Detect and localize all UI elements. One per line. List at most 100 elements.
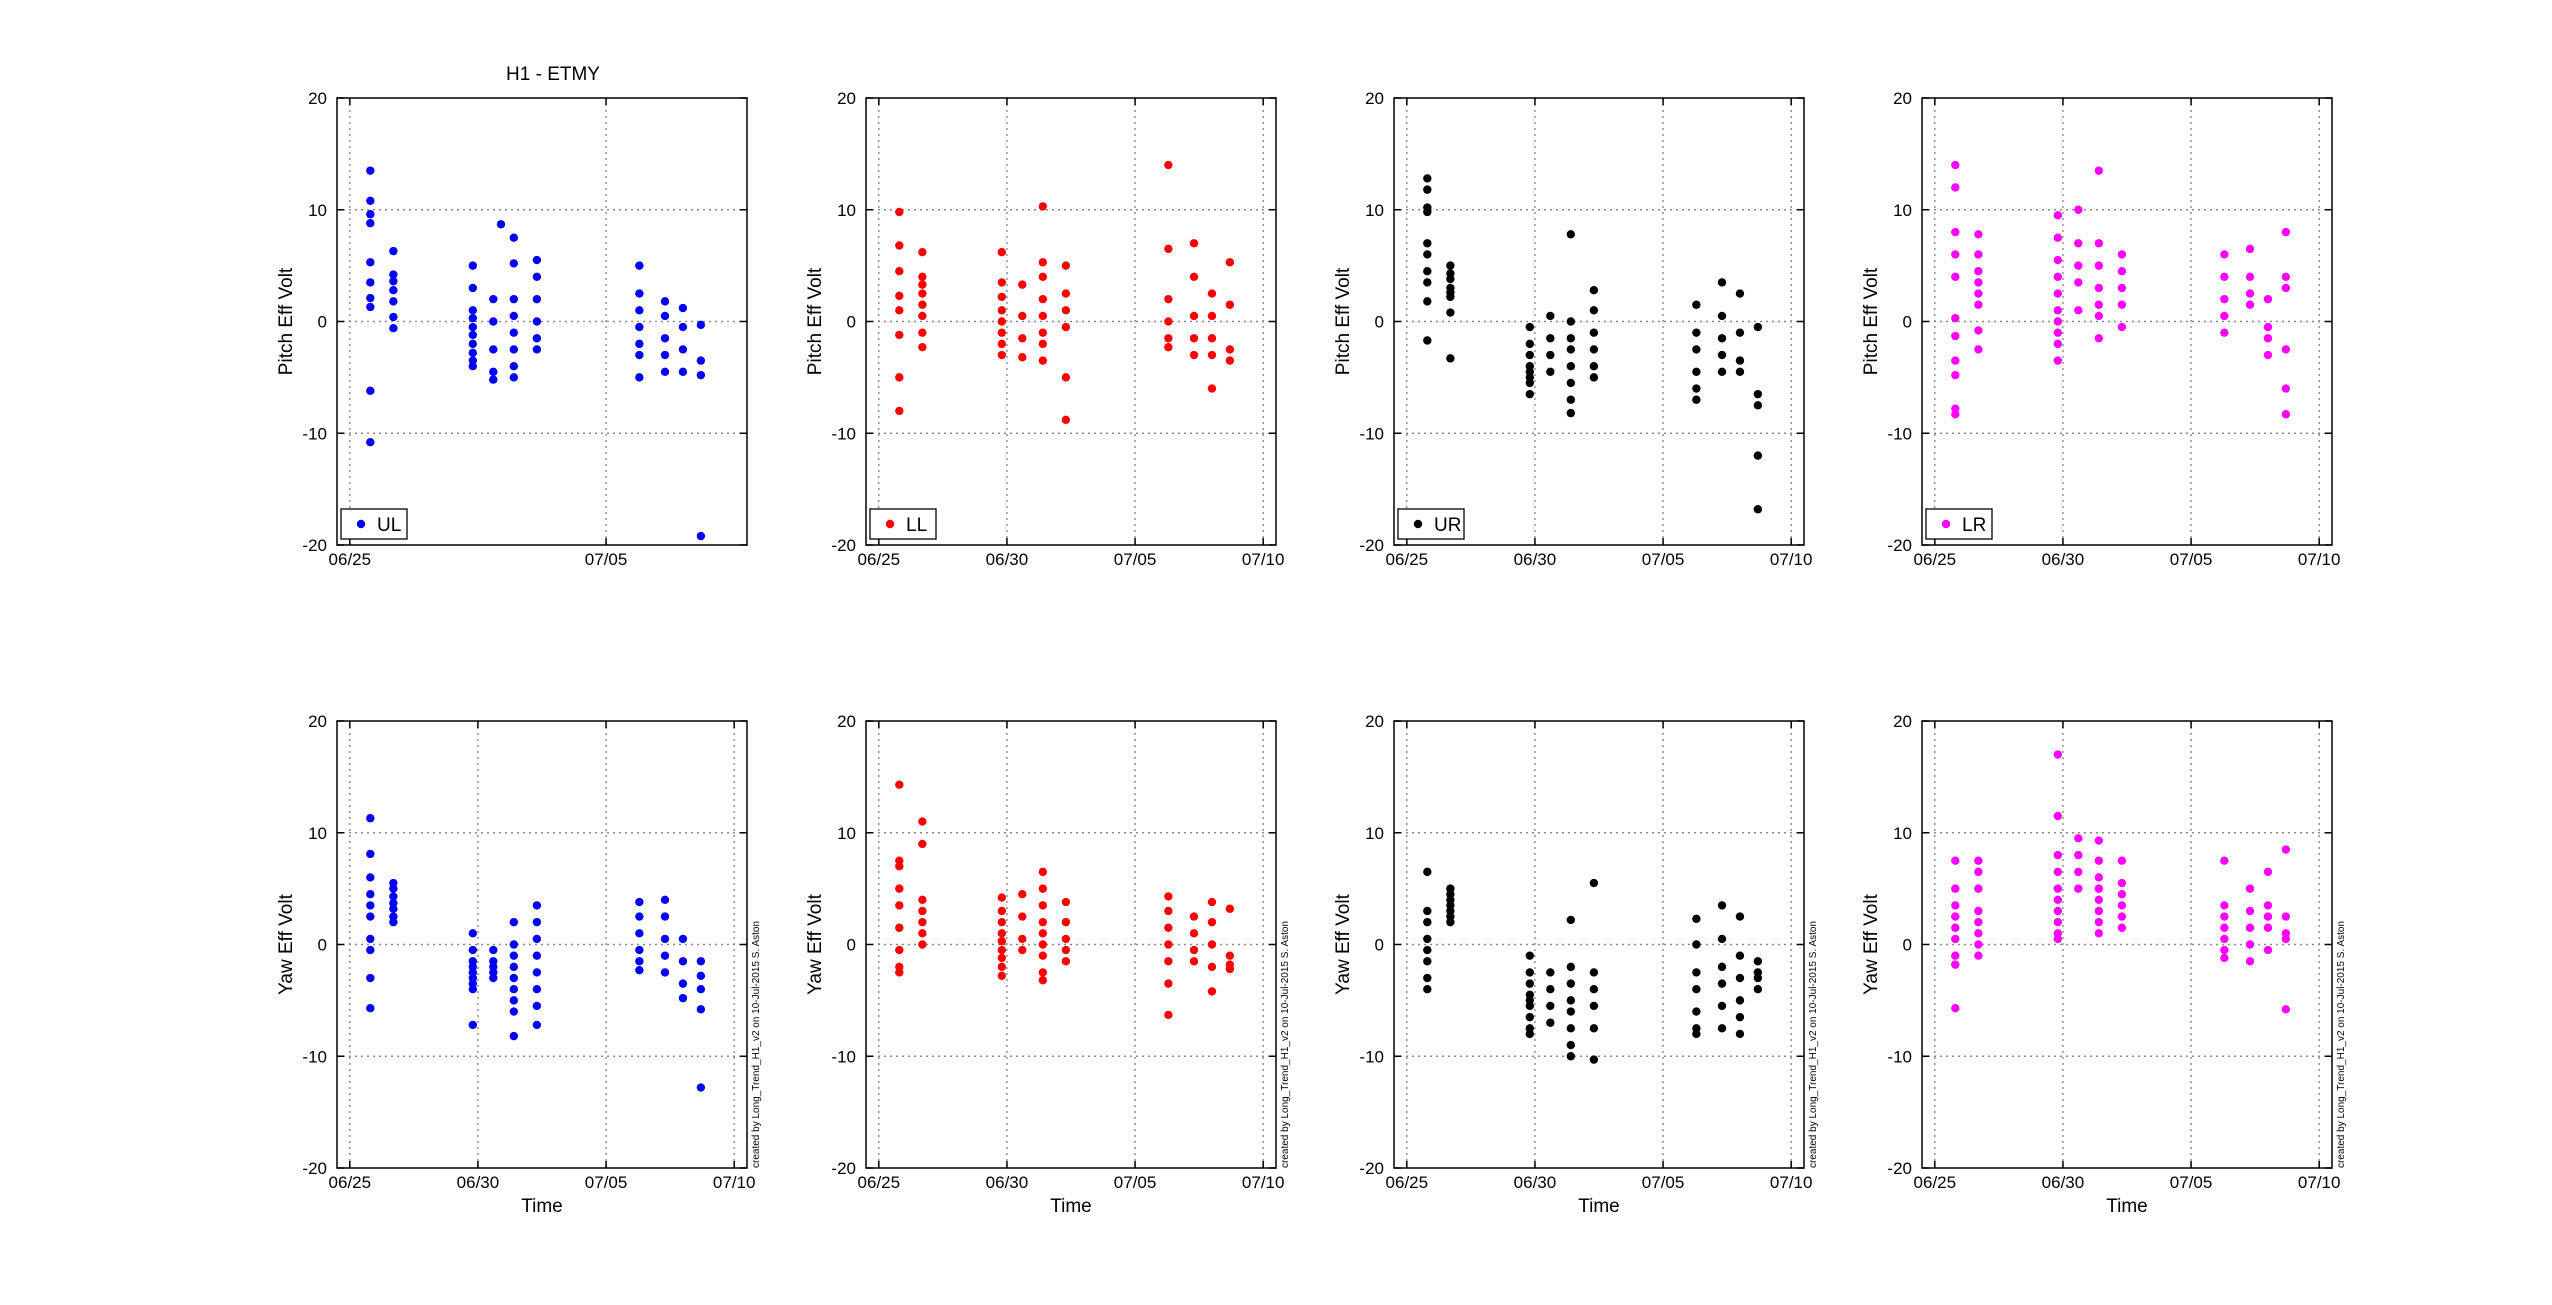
data-point	[1207, 987, 1217, 996]
data-point	[1735, 1012, 1745, 1022]
y-tick-label: 20	[308, 89, 327, 108]
x-tick-label: 06/25	[1386, 550, 1429, 569]
data-point	[2117, 250, 2127, 259]
data-point	[1566, 1052, 1576, 1061]
data-point	[660, 334, 670, 343]
data-point	[1207, 917, 1217, 927]
data-point	[1589, 345, 1599, 354]
legend-label: UR	[1434, 515, 1461, 536]
data-point	[2053, 317, 2063, 326]
data-point	[2094, 300, 2104, 309]
data-point	[1735, 356, 1745, 365]
data-point	[366, 912, 375, 921]
data-point	[1423, 985, 1432, 994]
data-point	[1038, 356, 1048, 365]
y-tick-label: 20	[1893, 89, 1912, 108]
data-point	[635, 957, 644, 966]
data-point	[635, 929, 644, 938]
data-point	[2263, 350, 2273, 360]
data-point	[1018, 334, 1027, 343]
data-point	[1692, 345, 1701, 354]
data-point	[1423, 867, 1432, 877]
data-point	[1189, 334, 1199, 343]
data-point	[1164, 1010, 1173, 1020]
data-point	[1423, 267, 1432, 276]
data-point	[1018, 912, 1027, 921]
data-point	[1423, 278, 1432, 287]
data-point	[635, 912, 644, 921]
data-point	[1566, 334, 1576, 343]
data-point	[1951, 901, 1960, 910]
data-point	[468, 362, 478, 371]
data-point	[1717, 350, 1727, 360]
data-point	[895, 884, 904, 893]
data-point	[468, 313, 478, 323]
data-point	[1164, 317, 1173, 326]
y-tick-label: 10	[837, 201, 856, 220]
data-point	[532, 901, 542, 910]
data-point	[1225, 356, 1235, 365]
data-point	[1225, 964, 1235, 974]
data-point	[1018, 945, 1027, 955]
data-point	[1038, 968, 1048, 977]
data-point	[489, 317, 498, 326]
data-point	[1566, 915, 1576, 925]
data-point	[1753, 451, 1763, 460]
data-point	[366, 386, 375, 395]
data-point	[1753, 985, 1763, 994]
data-point	[1566, 1040, 1576, 1050]
data-point	[1038, 294, 1048, 304]
data-point	[532, 345, 542, 354]
data-point	[895, 780, 904, 789]
data-point	[678, 979, 688, 988]
data-point	[2220, 250, 2229, 259]
data-point	[366, 258, 375, 267]
data-point	[1566, 1024, 1576, 1033]
data-point	[2117, 322, 2127, 332]
data-point	[2094, 873, 2104, 882]
data-point	[918, 895, 927, 904]
data-point	[1189, 239, 1199, 248]
data-point	[2281, 1005, 2291, 1014]
data-point	[1951, 356, 1960, 365]
data-point	[1061, 957, 1071, 966]
data-point	[1446, 274, 1455, 284]
data-point	[1164, 940, 1173, 949]
data-point	[1951, 183, 1960, 192]
data-point	[1951, 331, 1960, 341]
data-point	[1189, 912, 1199, 921]
data-point	[366, 890, 375, 899]
y-tick-label: -10	[1359, 1047, 1384, 1066]
data-point	[1061, 917, 1071, 927]
data-point	[1446, 354, 1455, 363]
data-point	[509, 973, 519, 983]
y-tick-label: -10	[302, 424, 327, 443]
data-point	[1061, 945, 1071, 955]
data-point	[1546, 1001, 1555, 1011]
data-point	[532, 1001, 542, 1011]
data-point	[1525, 322, 1535, 332]
y-tick-label: 0	[1375, 313, 1384, 332]
y-tick-label: -10	[831, 424, 856, 443]
data-point	[1951, 227, 1960, 237]
data-point	[1423, 174, 1432, 183]
data-point	[2053, 917, 2063, 927]
data-point	[1164, 343, 1173, 352]
data-point	[2053, 750, 2063, 759]
credit-text: created by Long_Trend_H1_v2 on 10-Jul-20…	[1808, 921, 1819, 1168]
data-point	[1423, 917, 1432, 927]
data-point	[2094, 261, 2104, 270]
data-point	[468, 339, 478, 349]
data-point	[635, 350, 644, 360]
data-point	[532, 272, 542, 281]
data-point	[1692, 300, 1701, 309]
data-point	[918, 248, 927, 257]
data-point	[1753, 401, 1763, 410]
y-tick-label: -20	[1887, 536, 1912, 555]
data-point	[1423, 207, 1432, 217]
data-point	[2053, 850, 2063, 860]
x-tick-label: 06/30	[1514, 550, 1557, 569]
data-point	[532, 985, 542, 994]
